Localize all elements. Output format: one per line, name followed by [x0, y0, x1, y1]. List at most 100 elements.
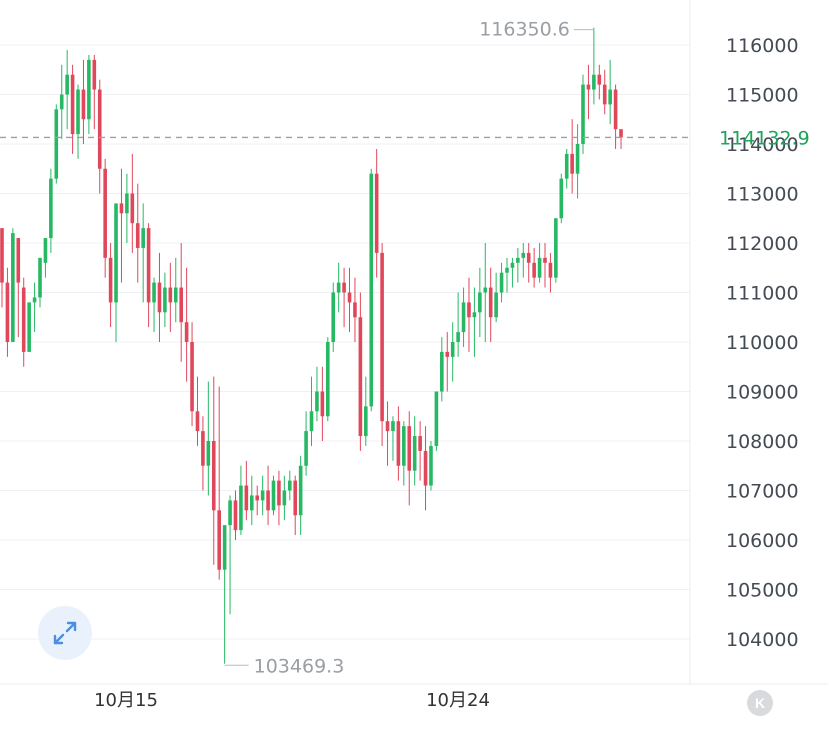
low-price-label: 103469.3	[254, 655, 345, 677]
candle	[385, 401, 390, 466]
candle-body	[499, 272, 504, 293]
candle-body	[282, 490, 287, 506]
candle	[554, 218, 558, 283]
y-tick-label: 114000	[726, 134, 799, 156]
candle	[472, 287, 477, 357]
candle-body	[586, 84, 591, 90]
candle	[315, 366, 319, 422]
candle-body	[543, 257, 547, 263]
candle	[76, 84, 80, 159]
candle	[239, 465, 243, 536]
expand-icon	[53, 621, 77, 645]
candle-body	[320, 391, 325, 417]
candle-body	[456, 332, 460, 342]
candle-body	[168, 287, 173, 303]
candle-body	[364, 406, 368, 437]
candle-body	[244, 485, 249, 511]
candle	[92, 54, 97, 130]
candle-body	[564, 153, 569, 179]
candle	[201, 416, 205, 491]
candle-body	[81, 89, 86, 120]
grid-lines	[0, 0, 828, 685]
candle	[483, 243, 488, 342]
candle	[396, 406, 401, 481]
candle	[505, 257, 509, 293]
candle-body	[613, 89, 618, 130]
y-tick-label: 109000	[726, 382, 799, 404]
candle-body	[5, 282, 10, 342]
candle-body	[0, 228, 4, 283]
candle-body	[16, 238, 21, 283]
candles	[0, 27, 623, 664]
k-icon[interactable]: K	[747, 690, 773, 716]
candle	[407, 411, 412, 506]
candle-body	[119, 203, 124, 214]
candle	[602, 69, 607, 115]
candle	[54, 104, 59, 184]
candle	[543, 243, 547, 288]
candle-body	[152, 282, 156, 303]
y-tick-label: 108000	[726, 431, 799, 453]
candle	[163, 272, 167, 328]
y-axis: 116000 115000 114000 113000 112000 111000 1100…	[726, 35, 799, 651]
candle-body	[374, 173, 379, 253]
candle-body	[315, 391, 319, 412]
candle	[402, 421, 406, 486]
candle-body	[190, 342, 194, 412]
candle-body	[559, 178, 564, 219]
candle-body	[554, 218, 558, 278]
candle-body	[43, 238, 48, 263]
y-tick-label: 110000	[726, 332, 799, 354]
candle-body	[450, 342, 455, 357]
candle	[27, 302, 31, 352]
candle	[353, 277, 357, 342]
candle-body	[402, 426, 406, 466]
candle	[287, 470, 292, 501]
candle	[434, 391, 439, 451]
candle-body	[255, 495, 260, 501]
expand-button[interactable]	[38, 606, 92, 660]
candle	[260, 475, 265, 516]
candle	[190, 322, 194, 427]
candle-body	[54, 109, 59, 179]
candle-body	[65, 74, 69, 95]
candle-body	[619, 129, 623, 138]
candle-body	[353, 302, 357, 318]
candle-body	[179, 287, 183, 323]
candle	[81, 59, 86, 144]
candle-body	[163, 287, 167, 313]
y-tick-label: 113000	[726, 184, 799, 206]
candle	[206, 381, 211, 496]
candle	[108, 243, 113, 328]
candle	[336, 262, 341, 313]
candle	[423, 426, 428, 511]
candle-body	[27, 302, 31, 352]
candle	[320, 366, 325, 441]
candle-body	[336, 282, 341, 293]
candle-body	[228, 500, 232, 526]
candle-body	[510, 262, 515, 268]
candle	[119, 168, 124, 283]
candle	[581, 74, 585, 154]
candle	[592, 27, 596, 105]
candle-body	[146, 228, 151, 303]
candle-body	[548, 262, 553, 278]
candle	[249, 475, 254, 526]
candle-body	[407, 426, 412, 471]
candle-body	[309, 411, 314, 432]
candle	[488, 267, 493, 342]
candle	[548, 252, 553, 293]
candle-body	[445, 351, 450, 357]
candle	[564, 148, 569, 189]
candle-body	[380, 252, 384, 422]
candle	[304, 411, 308, 476]
candle-body	[21, 287, 26, 352]
candle-body	[277, 480, 281, 506]
candle	[244, 460, 249, 521]
candle-body	[537, 257, 542, 278]
candle	[282, 475, 287, 521]
candle-body	[358, 317, 363, 437]
candle	[195, 376, 200, 446]
candle-body	[602, 84, 607, 105]
candle	[255, 485, 260, 516]
